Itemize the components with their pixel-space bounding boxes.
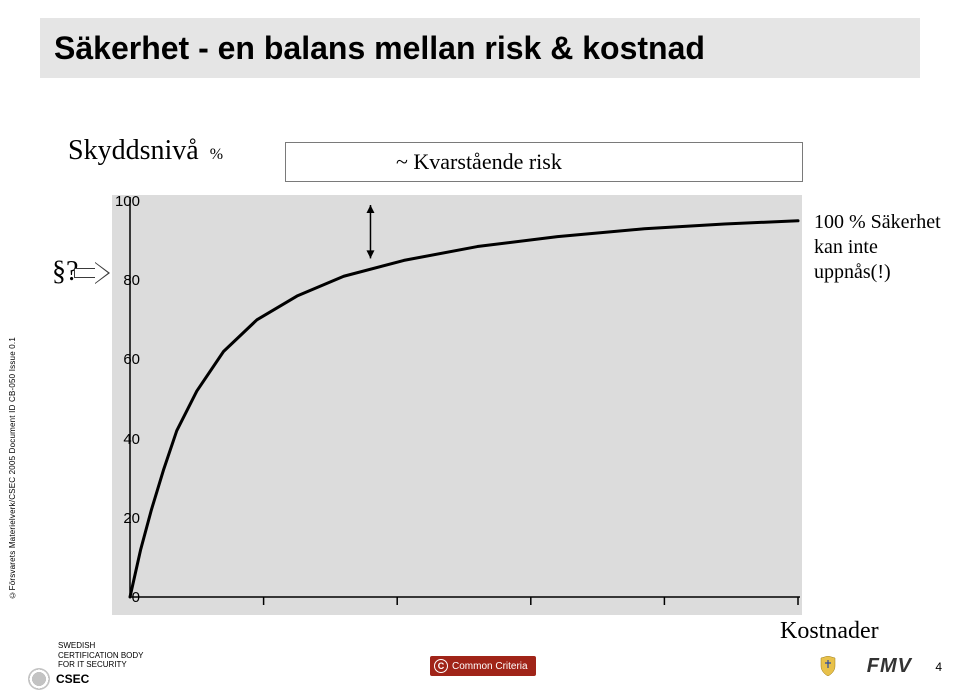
- csec-label: CSEC: [56, 672, 89, 686]
- y-tick: 40: [110, 431, 140, 448]
- shield-icon: [820, 656, 836, 676]
- y-tick: 80: [110, 272, 140, 289]
- y-tick: 100: [110, 193, 140, 210]
- csec-mark-icon: [28, 668, 50, 690]
- y-tick: 60: [110, 351, 140, 368]
- y-tick: 0: [110, 589, 140, 606]
- title-band: Säkerhet - en balans mellan risk & kostn…: [40, 18, 920, 78]
- page-number: 4: [935, 660, 942, 674]
- slide: Säkerhet - en balans mellan risk & kostn…: [0, 0, 960, 700]
- fat-arrow-icon: [74, 262, 110, 284]
- chart-svg: [112, 195, 802, 615]
- remaining-risk-box: ~ Kvarstående risk: [285, 142, 803, 182]
- footer: CSEC SWEDISH CERTIFICATION BODY FOR IT S…: [0, 646, 960, 690]
- x-axis-label: Kostnader: [780, 618, 879, 645]
- csec-logo: CSEC: [28, 668, 89, 690]
- slide-title: Säkerhet - en balans mellan risk & kostn…: [54, 30, 705, 67]
- copyright-text: ©Försvarets Materielverk/CSEC 2005 Docum…: [8, 337, 17, 600]
- y-tick: 20: [110, 510, 140, 527]
- csec-subtitle: SWEDISH CERTIFICATION BODY FOR IT SECURI…: [58, 641, 144, 670]
- fmv-logo: FMV: [867, 655, 912, 678]
- cc-mark-icon: C: [434, 659, 448, 673]
- y-axis-label: Skyddsnivå %: [68, 135, 223, 167]
- chart-plot-area: [112, 195, 802, 615]
- common-criteria-badge: C Common Criteria: [430, 656, 536, 676]
- annotation-100pct: 100 % Säkerhet kan inte uppnås(!): [814, 210, 949, 285]
